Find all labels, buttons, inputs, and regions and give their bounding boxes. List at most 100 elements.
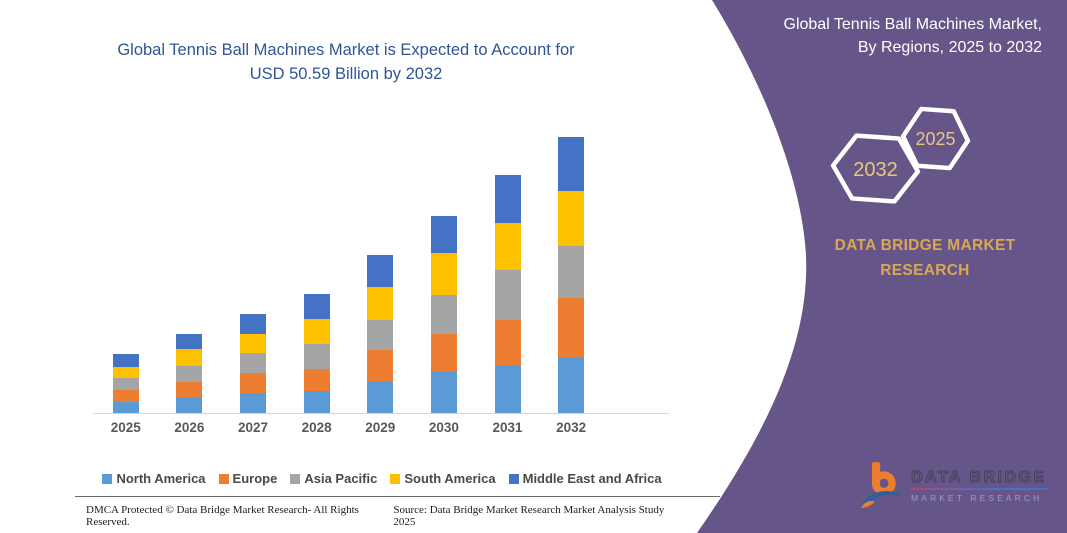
legend-label-north-america: North America bbox=[116, 471, 206, 486]
bar-2025 bbox=[112, 354, 139, 413]
legend-swatch-middle-east-and-africa bbox=[508, 473, 519, 484]
dmca-text: DMCA Protected © Data Bridge Market Rese… bbox=[86, 504, 359, 528]
bar-2032 bbox=[558, 136, 585, 413]
bar-segment-north-america-2032 bbox=[558, 357, 585, 413]
x-axis-label-2032: 2032 bbox=[556, 420, 587, 435]
footer: DMCA Protected © Data Bridge Market Rese… bbox=[86, 504, 678, 528]
legend-item-middle-east-and-africa: Middle East and Africa bbox=[508, 471, 662, 486]
hexagon-badge-2025 bbox=[900, 106, 971, 171]
page-title-line1: Global Tennis Ball Machines Market is Ex… bbox=[117, 41, 575, 59]
legend-item-asia-pacific: Asia Pacific bbox=[290, 471, 377, 486]
bar-segment-europe-2028 bbox=[303, 369, 330, 392]
bar-segment-north-america-2025 bbox=[112, 402, 139, 413]
dbmr-logo-icon bbox=[860, 462, 903, 508]
bar-column-2030 bbox=[412, 129, 476, 413]
bar-segment-north-america-2031 bbox=[494, 365, 521, 413]
bar-segment-europe-2031 bbox=[494, 319, 521, 366]
bar-segment-middle-east-and-africa-2025 bbox=[112, 354, 139, 367]
bar-column-2025 bbox=[94, 129, 158, 413]
bar-segment-south-america-2028 bbox=[303, 318, 330, 345]
dbmr-logo: DATA BRIDGE MARKET RESEARCH bbox=[860, 460, 1047, 512]
bar-2028 bbox=[303, 293, 330, 413]
x-axis-labels: 2025 2026 2027 2028 2029 2030 2031 2032 bbox=[94, 420, 603, 435]
chart-legend: North America Europe Asia Pacific South Ame… bbox=[93, 471, 671, 486]
legend-item-south-america: South America bbox=[390, 471, 496, 486]
hexagon-2025-outline bbox=[900, 106, 971, 171]
hexagon-badge-2032 bbox=[830, 133, 921, 204]
legend-swatch-europe bbox=[218, 473, 229, 484]
bar-segment-middle-east-and-africa-2029 bbox=[367, 254, 394, 288]
logo-subtitle: MARKET RESEARCH bbox=[911, 493, 1043, 503]
x-axis-label-2029: 2029 bbox=[365, 420, 396, 435]
logo-swoosh bbox=[861, 490, 903, 508]
legend-item-europe: Europe bbox=[218, 471, 278, 486]
logo-leaf bbox=[860, 500, 875, 508]
bar-segment-south-america-2027 bbox=[240, 334, 267, 353]
panel-heading-line1: Global Tennis Ball Machines Market, bbox=[783, 16, 1043, 33]
bar-column-2026 bbox=[158, 129, 222, 413]
x-axis-line bbox=[93, 413, 669, 414]
bar-segment-europe-2030 bbox=[430, 333, 457, 372]
brand-line1: DATA BRIDGE MARKET bbox=[834, 237, 1016, 254]
legend-label-asia-pacific: Asia Pacific bbox=[304, 471, 378, 486]
panel-heading: Global Tennis Ball Machines Market, By R… bbox=[732, 13, 1043, 59]
bar-segment-middle-east-and-africa-2028 bbox=[303, 293, 330, 319]
bar-segment-north-america-2029 bbox=[367, 381, 394, 413]
bar-column-2032 bbox=[539, 129, 603, 413]
page-title-line2: USD 50.59 Billion by 2032 bbox=[249, 65, 443, 83]
bar-segment-asia-pacific-2025 bbox=[112, 378, 139, 391]
bar-segment-asia-pacific-2030 bbox=[430, 294, 457, 334]
bar-segment-south-america-2032 bbox=[558, 191, 585, 246]
hexagon-2025-label: 2025 bbox=[915, 129, 955, 149]
bar-segment-south-america-2025 bbox=[112, 366, 139, 379]
bar-2031 bbox=[494, 174, 521, 413]
bar-segment-middle-east-and-africa-2026 bbox=[176, 334, 203, 349]
bar-segment-south-america-2031 bbox=[494, 223, 521, 271]
bar-segment-europe-2026 bbox=[176, 381, 203, 398]
x-axis-label-2027: 2027 bbox=[238, 420, 269, 435]
stacked-bar-chart bbox=[94, 129, 603, 413]
purple-blob-path bbox=[697, 0, 1067, 533]
source-text: Source: Data Bridge Market Research Mark… bbox=[393, 504, 665, 528]
brand-wordmark: DATA BRIDGE MARKET RESEARCH bbox=[820, 233, 1030, 283]
legend-label-europe: Europe bbox=[232, 471, 278, 486]
logo-title: DATA BRIDGE bbox=[911, 469, 1047, 487]
legend-label-south-america: South America bbox=[404, 471, 496, 486]
bar-segment-middle-east-and-africa-2031 bbox=[494, 174, 521, 224]
bar-2030 bbox=[430, 216, 457, 413]
bar-column-2027 bbox=[221, 129, 285, 413]
hexagon-badges: 2032 2025 bbox=[830, 106, 971, 204]
bar-segment-europe-2029 bbox=[367, 349, 394, 382]
bar-segment-south-america-2026 bbox=[176, 348, 203, 367]
hexagon-2032-outline bbox=[830, 133, 921, 204]
bar-segment-europe-2025 bbox=[112, 390, 139, 403]
legend-item-north-america: North America bbox=[102, 471, 206, 486]
bar-segment-middle-east-and-africa-2027 bbox=[240, 314, 267, 335]
bar-segment-asia-pacific-2032 bbox=[558, 245, 585, 298]
legend-swatch-south-america bbox=[390, 473, 401, 484]
legend-swatch-asia-pacific bbox=[290, 473, 301, 484]
logo-b-bowl bbox=[871, 471, 896, 496]
bar-2027 bbox=[240, 314, 267, 413]
x-axis-label-2025: 2025 bbox=[110, 420, 141, 435]
bar-segment-south-america-2029 bbox=[367, 287, 394, 320]
bar-segment-middle-east-and-africa-2032 bbox=[558, 136, 585, 192]
bar-segment-middle-east-and-africa-2030 bbox=[430, 216, 457, 254]
bar-segment-south-america-2030 bbox=[430, 253, 457, 295]
panel-heading-line2: By Regions, 2025 to 2032 bbox=[857, 39, 1042, 56]
bar-segment-asia-pacific-2028 bbox=[303, 344, 330, 370]
x-axis-label-2030: 2030 bbox=[428, 420, 459, 435]
bar-column-2028 bbox=[285, 129, 349, 413]
bar-segment-asia-pacific-2029 bbox=[367, 319, 394, 350]
x-axis-label-2026: 2026 bbox=[174, 420, 205, 435]
footer-divider bbox=[75, 496, 720, 497]
x-axis-label-2028: 2028 bbox=[301, 420, 332, 435]
bar-column-2029 bbox=[349, 129, 413, 413]
bar-segment-europe-2032 bbox=[558, 297, 585, 358]
bar-segment-north-america-2027 bbox=[240, 393, 267, 413]
bar-segment-asia-pacific-2027 bbox=[240, 352, 267, 374]
bar-2026 bbox=[176, 334, 203, 413]
page-title: Global Tennis Ball Machines Market is Ex… bbox=[76, 38, 616, 86]
legend-label-middle-east-and-africa: Middle East and Africa bbox=[522, 471, 662, 486]
